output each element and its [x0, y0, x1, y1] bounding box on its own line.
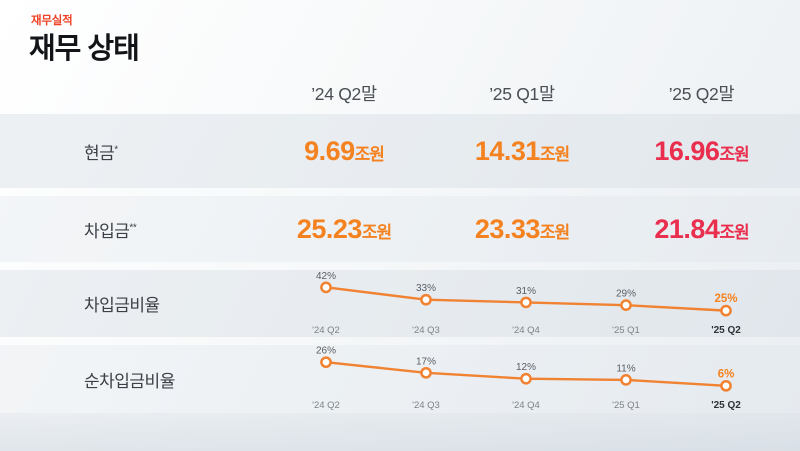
value-number: 16.96: [654, 135, 720, 166]
table-row-borrowings: 차입금** 25.23조원 23.33조원 21.84조원: [0, 196, 800, 262]
x-tick-label: '24 Q4: [512, 325, 540, 336]
footnote-marker: *: [114, 143, 118, 155]
page-title: 재무 상태: [29, 33, 140, 65]
value-unit: 조원: [719, 144, 749, 164]
cash-value-q1-25: 14.31조원: [433, 136, 611, 167]
data-point-marker: [420, 366, 432, 379]
data-point-label: 42%: [316, 270, 336, 281]
data-point-label: 6%: [718, 368, 735, 380]
section-eyebrow: 재무실적: [31, 15, 73, 27]
data-point-marker: [320, 281, 332, 293]
data-point-label: 12%: [516, 362, 536, 373]
column-header-row: ’24 Q2말 ’25 Q1말 ’25 Q2말: [0, 78, 800, 108]
table-row-debt-ratio: 차입금비율 42% '24 Q2 33% '24 Q3 31% '24 Q4 29% '25 …: [0, 270, 800, 337]
cash-value-q2-25: 16.96조원: [611, 136, 792, 167]
net-debt-ratio-chart: 26% '24 Q2 17% '24 Q3 12% '24 Q4 11% '25 Q1 6% '2…: [283, 345, 775, 413]
cash-value-q2-24: 9.69조원: [255, 136, 433, 167]
value-unit: 조원: [354, 144, 385, 164]
x-tick-label: '25 Q2: [711, 400, 741, 411]
data-point-label: 17%: [416, 356, 436, 367]
data-point-marker: [520, 296, 532, 308]
data-point-label: 33%: [416, 283, 436, 294]
value-number: 14.31: [474, 135, 541, 166]
value-unit: 조원: [539, 222, 570, 242]
data-point-marker: [620, 374, 632, 386]
footnote-marker: **: [129, 221, 137, 233]
data-point-marker: [320, 356, 332, 369]
순차입금비율-svg: 26% '24 Q2 17% '24 Q3 12% '24 Q4 11% '25 Q1 6% '2…: [312, 346, 741, 411]
borrowings-value-q1-25: 23.33조원: [433, 214, 611, 245]
data-point-label: 31%: [516, 285, 536, 296]
row-label-cash: 현금*: [84, 143, 118, 163]
borrowings-value-q2-25: 21.84조원: [611, 214, 792, 245]
data-point-marker: [620, 298, 632, 311]
x-tick-label: '24 Q3: [412, 325, 440, 336]
data-point-label: 25%: [714, 293, 737, 305]
row-label-debt-ratio: 차입금비율: [84, 296, 160, 315]
x-tick-label: '24 Q2: [312, 400, 340, 411]
data-point-label: 11%: [616, 363, 635, 374]
value-number: 21.84: [654, 213, 720, 244]
value-number: 25.23: [296, 213, 363, 244]
x-tick-label: '25 Q1: [612, 400, 640, 411]
row-label-borrowings: 차입금**: [84, 221, 137, 241]
data-point-marker: [720, 379, 732, 392]
table-row-cash: 현금* 9.69조원 14.31조원 16.96조원: [0, 114, 800, 188]
row-label-net-debt-ratio: 순차입금비율: [84, 371, 175, 391]
table-row-net-debt-ratio: 순차입금비율 26% '24 Q2 17% '24 Q3 12% '24 Q4 11% '25…: [0, 345, 800, 413]
x-tick-label: '25 Q1: [612, 325, 640, 336]
data-point-marker: [720, 304, 732, 316]
column-header-q1-25: ’25 Q1말: [489, 83, 555, 104]
data-point-marker: [520, 372, 532, 385]
x-tick-label: '24 Q3: [412, 400, 440, 411]
x-tick-label: '25 Q2: [711, 325, 741, 336]
x-tick-label: '24 Q4: [512, 400, 540, 411]
차입금비율-svg: 42% '24 Q2 33% '24 Q3 31% '24 Q4 29% '25 Q1 25% '…: [312, 270, 741, 336]
value-unit: 조원: [361, 222, 392, 242]
debt-ratio-chart: 42% '24 Q2 33% '24 Q3 31% '24 Q4 29% '25 Q1 25% '…: [283, 270, 775, 338]
value-unit: 조원: [719, 222, 749, 242]
column-header-q2-24: ’24 Q2말: [311, 83, 377, 104]
data-point-label: 29%: [616, 288, 636, 299]
data-point-marker: [420, 293, 432, 306]
value-number: 23.33: [474, 213, 541, 244]
value-unit: 조원: [539, 144, 570, 164]
footer-shade: [0, 413, 800, 451]
borrowings-value-q2-24: 25.23조원: [255, 214, 433, 245]
value-number: 9.69: [304, 135, 355, 166]
x-tick-label: '24 Q2: [312, 325, 340, 336]
data-point-label: 26%: [316, 346, 336, 357]
column-header-q2-25: ’25 Q2말: [668, 83, 735, 104]
